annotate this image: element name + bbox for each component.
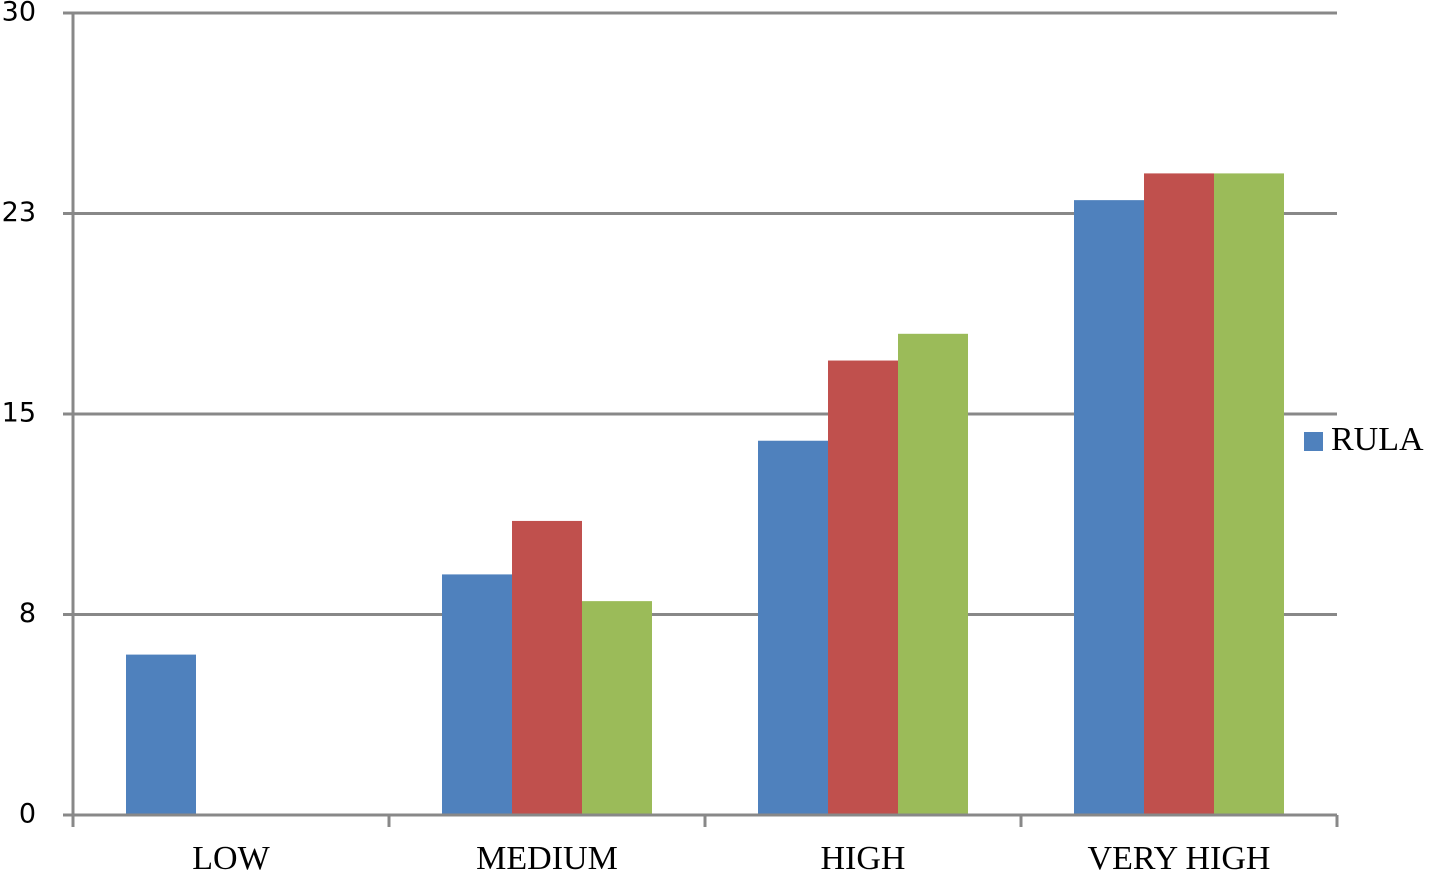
x-tick-label: HIGH [821, 840, 906, 875]
bar [582, 601, 652, 815]
bar [126, 654, 196, 815]
bar [1074, 200, 1144, 816]
x-tick-label: MEDIUM [476, 840, 618, 875]
bar [828, 360, 898, 815]
legend-label: RULA [1331, 421, 1424, 458]
y-tick-label: 15 [2, 398, 36, 429]
y-tick-label: 30 [2, 0, 36, 28]
y-tick-label: 23 [2, 197, 36, 228]
y-tick-label: 0 [19, 799, 36, 830]
legend-swatch [1304, 432, 1323, 451]
x-tick-label: VERY HIGH [1088, 840, 1271, 875]
bar [442, 574, 512, 815]
bar [1214, 173, 1284, 815]
bar [898, 333, 968, 815]
bar [1144, 173, 1214, 815]
x-tick-label: LOW [192, 840, 270, 875]
bar [758, 440, 828, 815]
bar [512, 520, 582, 815]
y-tick-label: 8 [19, 598, 36, 629]
